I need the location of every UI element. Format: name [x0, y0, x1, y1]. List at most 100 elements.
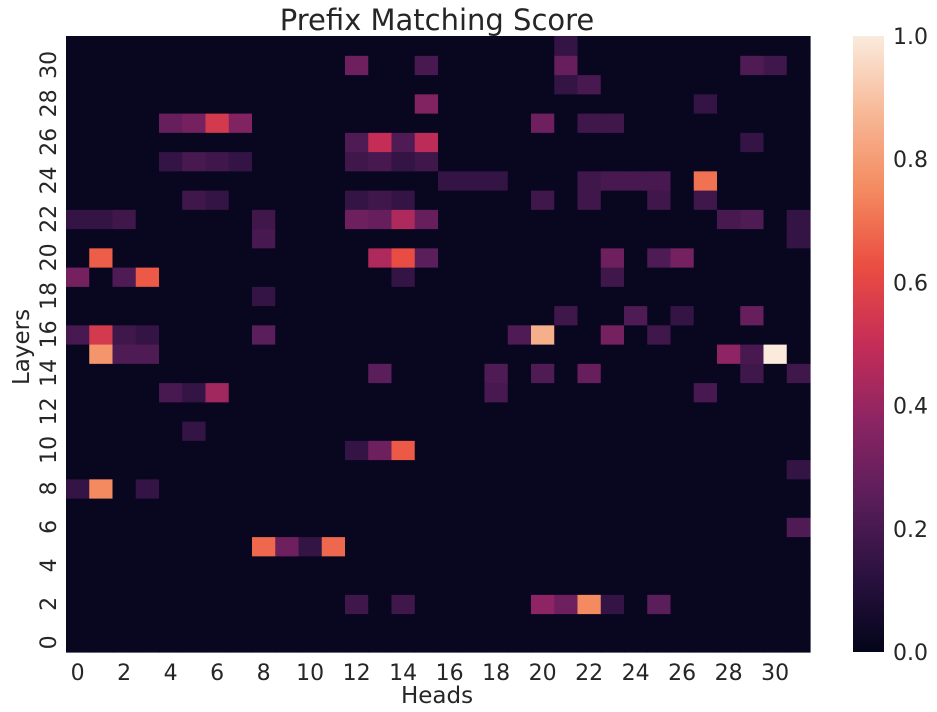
- heatmap-cell: [66, 55, 90, 76]
- heatmap-cell: [507, 517, 532, 538]
- heatmap-cell: [461, 421, 486, 441]
- heatmap-cell: [66, 594, 90, 615]
- heatmap-cell: [763, 132, 788, 153]
- heatmap-cell: [670, 440, 695, 461]
- heatmap-cell: [438, 247, 462, 268]
- heatmap-cell: [368, 209, 393, 230]
- heatmap-cell: [182, 113, 207, 133]
- heatmap-cell: [275, 305, 300, 326]
- heatmap-cell: [321, 613, 346, 634]
- heatmap-cell: [159, 228, 183, 249]
- heatmap-cell: [66, 286, 90, 307]
- heatmap-cell: [345, 267, 369, 287]
- heatmap-cell: [228, 401, 253, 422]
- heatmap-cell: [159, 421, 183, 441]
- heatmap-cell: [321, 305, 346, 326]
- heatmap-cell: [275, 536, 300, 557]
- heatmap-cell: [786, 555, 811, 576]
- heatmap-cell: [484, 190, 509, 210]
- heatmap-cell: [66, 440, 90, 461]
- heatmap-cell: [554, 132, 579, 153]
- heatmap-cell: [554, 55, 579, 76]
- heatmap-cell: [228, 498, 253, 518]
- heatmap-cell: [368, 363, 393, 384]
- heatmap-cell: [368, 517, 393, 538]
- heatmap-cell: [577, 74, 602, 95]
- heatmap-cell: [321, 344, 346, 364]
- heatmap-cell: [438, 209, 462, 230]
- heatmap-cell: [228, 344, 253, 364]
- heatmap-cell: [624, 401, 648, 422]
- heatmap-cell: [112, 613, 137, 634]
- heatmap-cell: [624, 93, 648, 114]
- heatmap-cell: [228, 170, 253, 191]
- heatmap-cell: [321, 247, 346, 268]
- heatmap-cell: [577, 517, 602, 538]
- heatmap-cell: [182, 74, 207, 95]
- heatmap-cell: [600, 421, 625, 441]
- heatmap-cell: [159, 305, 183, 326]
- heatmap-cell: [507, 459, 532, 480]
- heatmap-cell: [693, 247, 718, 268]
- heatmap-cell: [554, 478, 579, 499]
- heatmap-cell: [531, 55, 555, 76]
- heatmap-cell: [507, 478, 532, 499]
- heatmap-cell: [205, 498, 230, 518]
- heatmap-cell: [461, 74, 486, 95]
- heatmap-cell: [763, 594, 788, 615]
- heatmap-cell: [414, 498, 439, 518]
- heatmap-cell: [693, 286, 718, 307]
- heatmap-cell: [554, 74, 579, 95]
- heatmap-cell: [670, 247, 695, 268]
- heatmap-cell: [66, 151, 90, 172]
- heatmap-cell: [507, 363, 532, 384]
- heatmap-cell: [135, 36, 160, 56]
- heatmap-cell: [577, 190, 602, 210]
- heatmap-cell: [414, 93, 439, 114]
- heatmap-cell: [321, 113, 346, 133]
- heatmap-cell: [345, 498, 369, 518]
- heatmap-cell: [786, 478, 811, 499]
- heatmap-cell: [786, 536, 811, 557]
- heatmap-cell: [135, 74, 160, 95]
- heatmap-cell: [112, 421, 137, 441]
- x-tick-label: 28: [715, 661, 743, 686]
- heatmap-cell: [554, 459, 579, 480]
- heatmap-cell: [600, 74, 625, 95]
- heatmap-cell: [461, 517, 486, 538]
- heatmap-cell: [298, 286, 323, 307]
- heatmap-cell: [507, 151, 532, 172]
- heatmap-cell: [321, 36, 346, 56]
- heatmap-cell: [740, 151, 765, 172]
- heatmap-cell: [624, 459, 648, 480]
- heatmap-cell: [345, 555, 369, 576]
- colorbar-tick-label: 0.8: [893, 148, 928, 173]
- heatmap-cell: [600, 382, 625, 403]
- heatmap-cell: [763, 170, 788, 191]
- heatmap-cell: [740, 344, 765, 364]
- heatmap-cell: [298, 555, 323, 576]
- heatmap-cell: [507, 632, 532, 653]
- heatmap-cell: [252, 517, 276, 538]
- heatmap-cell: [205, 536, 230, 557]
- heatmap-cell: [298, 575, 323, 595]
- heatmap-cell: [693, 517, 718, 538]
- heatmap-cell: [531, 113, 555, 133]
- heatmap-cell: [717, 401, 741, 422]
- heatmap-cell: [182, 190, 207, 210]
- heatmap-cell: [252, 401, 276, 422]
- heatmap-cell: [66, 421, 90, 441]
- heatmap-cell: [507, 267, 532, 287]
- heatmap-cell: [66, 305, 90, 326]
- heatmap-cell: [414, 151, 439, 172]
- heatmap-cell: [740, 93, 765, 114]
- heatmap-cell: [252, 382, 276, 403]
- heatmap-cell: [531, 575, 555, 595]
- heatmap-cell: [205, 305, 230, 326]
- heatmap-cell: [438, 459, 462, 480]
- heatmap-cell: [252, 305, 276, 326]
- heatmap-cell: [228, 209, 253, 230]
- heatmap-cell: [135, 324, 160, 345]
- heatmap-cell: [66, 459, 90, 480]
